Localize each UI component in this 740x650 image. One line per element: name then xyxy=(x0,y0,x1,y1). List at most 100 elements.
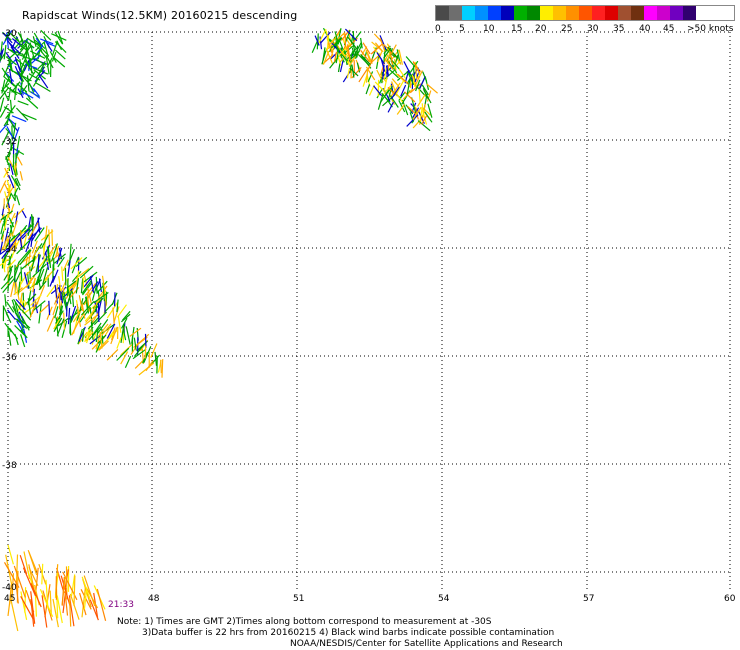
pass-time-label: 21:33 xyxy=(108,600,134,610)
wind-barb xyxy=(58,276,62,291)
wind-barb xyxy=(160,359,162,374)
wind-barb xyxy=(43,245,45,261)
wind-barb xyxy=(331,33,340,44)
wind-barb xyxy=(23,45,32,56)
wind-barb xyxy=(154,351,158,366)
wind-barb xyxy=(132,348,147,360)
wind-barb xyxy=(358,68,368,83)
wind-barb xyxy=(365,50,371,63)
legend-label: 0 xyxy=(435,24,441,34)
wind-barb xyxy=(423,89,432,104)
wind-barb xyxy=(31,300,39,315)
wind-barb xyxy=(120,317,128,329)
wind-barb xyxy=(421,103,424,117)
wind-barb xyxy=(73,575,76,606)
wind-barb xyxy=(13,207,25,219)
wind-barb xyxy=(347,44,351,61)
wind-barb xyxy=(150,343,158,358)
wind-barb xyxy=(85,296,89,314)
wind-barb xyxy=(349,67,359,77)
wind-barb xyxy=(49,51,57,63)
wind-barb xyxy=(51,229,53,246)
wind-barb xyxy=(28,227,42,241)
wind-barb xyxy=(3,232,12,251)
wind-barb xyxy=(325,30,329,42)
wind-barb xyxy=(30,91,41,99)
latitude-label: -30 xyxy=(2,29,17,39)
wind-barb xyxy=(336,31,346,41)
wind-barb xyxy=(61,576,65,606)
wind-barb xyxy=(419,108,423,122)
wind-barb xyxy=(30,58,33,74)
wind-barb xyxy=(5,56,17,66)
wind-barb xyxy=(26,293,37,304)
wind-barb xyxy=(11,36,18,48)
wind-barb xyxy=(106,302,119,319)
legend-color-bar xyxy=(435,5,735,21)
wind-barb xyxy=(30,255,36,272)
wind-barb xyxy=(133,345,144,357)
wind-barb xyxy=(29,301,37,318)
wind-barb xyxy=(97,323,109,338)
wind-barb xyxy=(0,41,3,59)
wind-barb xyxy=(2,247,11,264)
wind-barb xyxy=(53,317,63,332)
wind-barb xyxy=(379,89,390,103)
wind-barb xyxy=(29,42,35,58)
wind-barb xyxy=(43,42,49,58)
wind-barb xyxy=(53,318,61,330)
wind-barb xyxy=(120,351,129,365)
wind-barb xyxy=(9,49,24,56)
wind-barb xyxy=(40,29,52,41)
wind-barb xyxy=(20,90,34,99)
wind-barb xyxy=(348,55,357,67)
wind-barb xyxy=(21,315,30,331)
wind-barb xyxy=(30,582,42,608)
wind-barb xyxy=(8,68,13,85)
wind-barb xyxy=(54,284,58,304)
wind-barb xyxy=(28,216,32,229)
wind-barb xyxy=(3,257,7,269)
wind-barb xyxy=(4,151,11,160)
legend-swatch xyxy=(670,6,683,20)
legend-label: 25 xyxy=(561,24,573,34)
wind-barb xyxy=(349,60,352,73)
wind-barb xyxy=(7,544,14,565)
wind-barb xyxy=(383,77,388,93)
wind-barb xyxy=(84,313,99,326)
wind-barb xyxy=(41,595,48,628)
wind-barb xyxy=(18,54,33,61)
wind-barb xyxy=(327,43,334,53)
wind-barb xyxy=(70,257,83,270)
wind-barb xyxy=(10,598,19,632)
wind-barb xyxy=(4,31,10,42)
wind-barb xyxy=(83,587,88,610)
wind-barb xyxy=(32,263,47,278)
wind-barb xyxy=(340,53,349,62)
wind-barb xyxy=(17,44,27,57)
wind-barb xyxy=(0,275,14,290)
wind-barb xyxy=(414,64,418,80)
wind-barb xyxy=(48,229,51,248)
wind-barb xyxy=(46,315,55,332)
wind-barb xyxy=(14,302,19,315)
wind-barb xyxy=(14,65,23,82)
wind-barb xyxy=(17,228,30,241)
wind-barb xyxy=(404,91,416,103)
wind-barb xyxy=(28,82,35,94)
wind-barb xyxy=(391,81,398,97)
wind-barb xyxy=(387,101,394,113)
wind-barb xyxy=(24,587,27,613)
wind-barb xyxy=(365,67,369,83)
wind-barb xyxy=(417,120,431,132)
wind-barb xyxy=(0,248,9,256)
wind-barb xyxy=(1,131,10,146)
wind-barb xyxy=(37,61,46,75)
wind-barb xyxy=(55,245,60,258)
wind-barb xyxy=(14,84,17,100)
wind-barb xyxy=(15,554,19,586)
wind-barb xyxy=(5,186,14,199)
wind-barb xyxy=(398,100,406,113)
legend-label: 20 xyxy=(535,24,547,34)
wind-barb xyxy=(38,304,42,324)
